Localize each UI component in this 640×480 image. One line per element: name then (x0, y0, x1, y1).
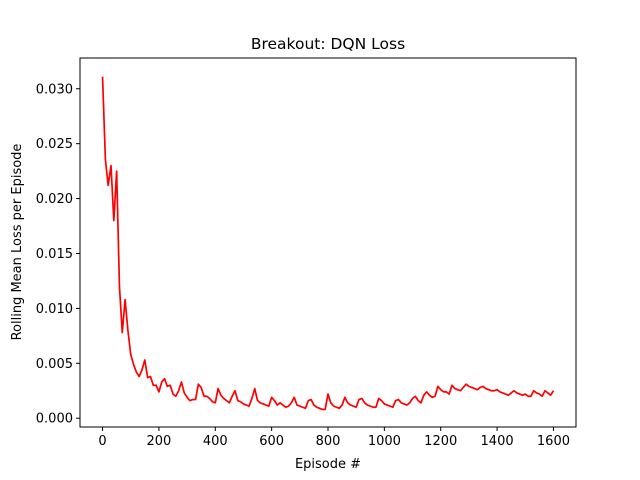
y-tick-label: 0.030 (36, 82, 73, 97)
y-axis-label: Rolling Mean Loss per Episode (10, 144, 25, 341)
y-tick-label: 0.010 (36, 302, 73, 317)
x-tick-label: 400 (203, 434, 228, 449)
plot-area (101, 76, 555, 411)
y-tick-label: 0.025 (36, 137, 73, 152)
axes-frame (79, 57, 577, 428)
x-axis: 0 200 400 600 800 1000 1200 1400 1600 (98, 427, 570, 449)
y-tick-label: 0.020 (36, 192, 73, 207)
loss-series-line (101, 76, 555, 411)
x-tick-label: 1600 (537, 434, 570, 449)
x-axis-label: Episode # (295, 457, 361, 472)
y-axis: 0.000 0.005 0.010 0.015 0.020 0.025 0.030 (36, 82, 80, 427)
x-tick-label: 1000 (368, 434, 401, 449)
x-tick-label: 1400 (481, 434, 514, 449)
y-tick-label: 0.005 (36, 357, 73, 372)
x-tick-label: 600 (259, 434, 284, 449)
x-tick-label: 0 (98, 434, 106, 449)
x-tick-label: 1200 (424, 434, 457, 449)
chart-title: Breakout: DQN Loss (251, 35, 405, 53)
y-tick-label: 0.000 (36, 412, 73, 427)
x-tick-label: 200 (146, 434, 171, 449)
y-tick-label: 0.015 (36, 247, 73, 262)
x-tick-label: 800 (316, 434, 341, 449)
